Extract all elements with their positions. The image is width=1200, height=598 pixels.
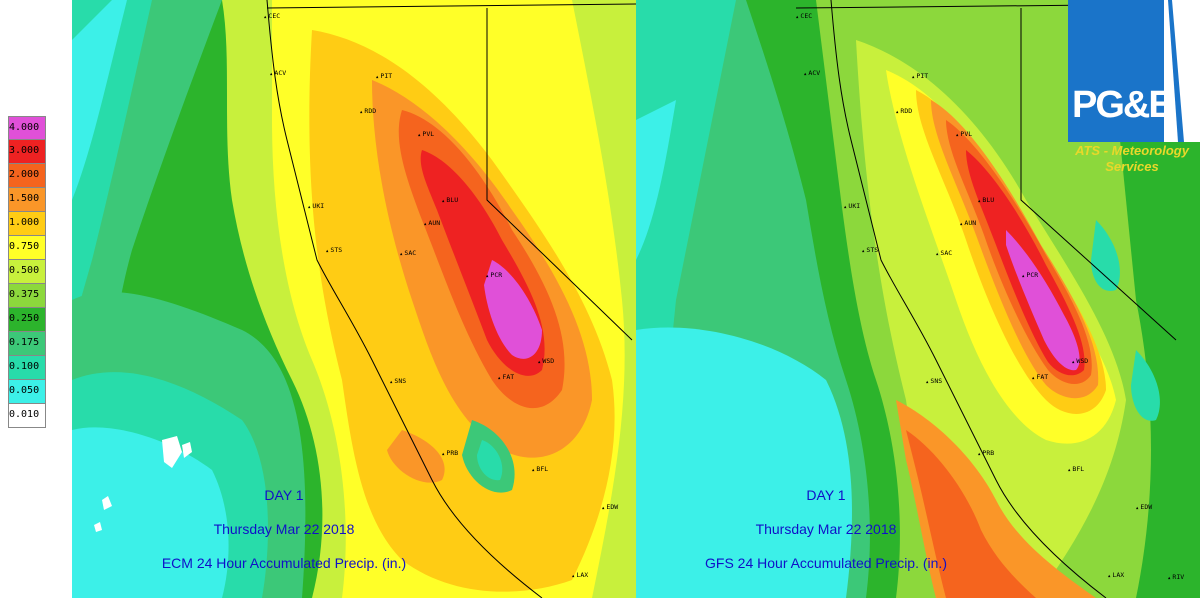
station-prb: PRB: [978, 449, 994, 457]
station-sac: SAC: [400, 249, 416, 257]
legend-swatch: 0.050: [8, 380, 46, 404]
day-label: DAY 1: [264, 487, 304, 503]
station-pit: PIT: [376, 72, 392, 80]
station-sts: STS: [326, 246, 342, 254]
station-sts: STS: [862, 246, 878, 254]
logo-background: [1068, 0, 1164, 142]
pge-logo: PG&E ATS - Meteorology Services: [1068, 0, 1200, 180]
station-cec: CEC: [264, 12, 280, 20]
model-label: ECM 24 Hour Accumulated Precip. (in.): [161, 555, 407, 571]
legend-swatch: 0.375: [8, 284, 46, 308]
ecm-precip-map: [72, 0, 636, 598]
station-rdd: RDD: [896, 107, 912, 115]
station-sns: SNS: [390, 377, 406, 385]
station-bfl: BFL: [532, 465, 548, 473]
legend-swatch: 0.100: [8, 356, 46, 380]
station-cec: CEC: [796, 12, 812, 20]
station-pvl: PVL: [418, 130, 434, 138]
station-pcr: PCR: [1022, 271, 1038, 279]
station-pcr: PCR: [486, 271, 502, 279]
logo-line1: ATS - Meteorology: [1075, 143, 1189, 158]
date-label: Thursday Mar 22 2018: [213, 521, 355, 537]
ecm-map-panel: CEC ACV PIT RDD PVL BLU UKI AUN STS SAC …: [72, 0, 636, 598]
logo-brand: PG&E: [1072, 84, 1174, 126]
legend-swatch: 0.500: [8, 260, 46, 284]
station-pit: PIT: [912, 72, 928, 80]
precip-legend: 4.000 3.000 2.000 1.500 1.000 0.750 0.50…: [8, 116, 46, 428]
date-label: Thursday Mar 22 2018: [755, 521, 897, 537]
station-aun: AUN: [424, 219, 440, 227]
station-fat: FAT: [498, 373, 514, 381]
station-rdd: RDD: [360, 107, 376, 115]
legend-swatch: 2.000: [8, 164, 46, 188]
station-lax: LAX: [1108, 571, 1124, 579]
station-aun: AUN: [960, 219, 976, 227]
legend-swatch: 0.010: [8, 404, 46, 428]
station-wsd: WSD: [538, 357, 554, 365]
legend-swatch: 0.750: [8, 236, 46, 260]
station-sns: SNS: [926, 377, 942, 385]
station-acv: ACV: [804, 69, 820, 77]
legend-swatch: 3.000: [8, 140, 46, 164]
station-blu: BLU: [978, 196, 994, 204]
station-fat: FAT: [1032, 373, 1048, 381]
legend-swatch: 4.000: [8, 116, 46, 140]
station-edw: EDW: [602, 503, 618, 511]
station-lax: LAX: [572, 571, 588, 579]
station-uki: UKI: [844, 202, 860, 210]
logo-line2: Services: [1105, 159, 1159, 174]
day-label: DAY 1: [806, 487, 846, 503]
station-uki: UKI: [308, 202, 324, 210]
station-acv: ACV: [270, 69, 286, 77]
station-pvl: PVL: [956, 130, 972, 138]
model-label: GFS 24 Hour Accumulated Precip. (in.): [705, 555, 947, 571]
legend-swatch: 0.175: [8, 332, 46, 356]
legend-swatch: 1.500: [8, 188, 46, 212]
station-sac: SAC: [936, 249, 952, 257]
logo-tower-icon: [1164, 0, 1200, 142]
station-prb: PRB: [442, 449, 458, 457]
legend-swatch: 0.250: [8, 308, 46, 332]
station-riv: RIV: [1168, 573, 1184, 581]
station-wsd: WSD: [1072, 357, 1088, 365]
station-edw: EDW: [1136, 503, 1152, 511]
legend-swatch: 1.000: [8, 212, 46, 236]
station-blu: BLU: [442, 196, 458, 204]
station-bfl: BFL: [1068, 465, 1084, 473]
